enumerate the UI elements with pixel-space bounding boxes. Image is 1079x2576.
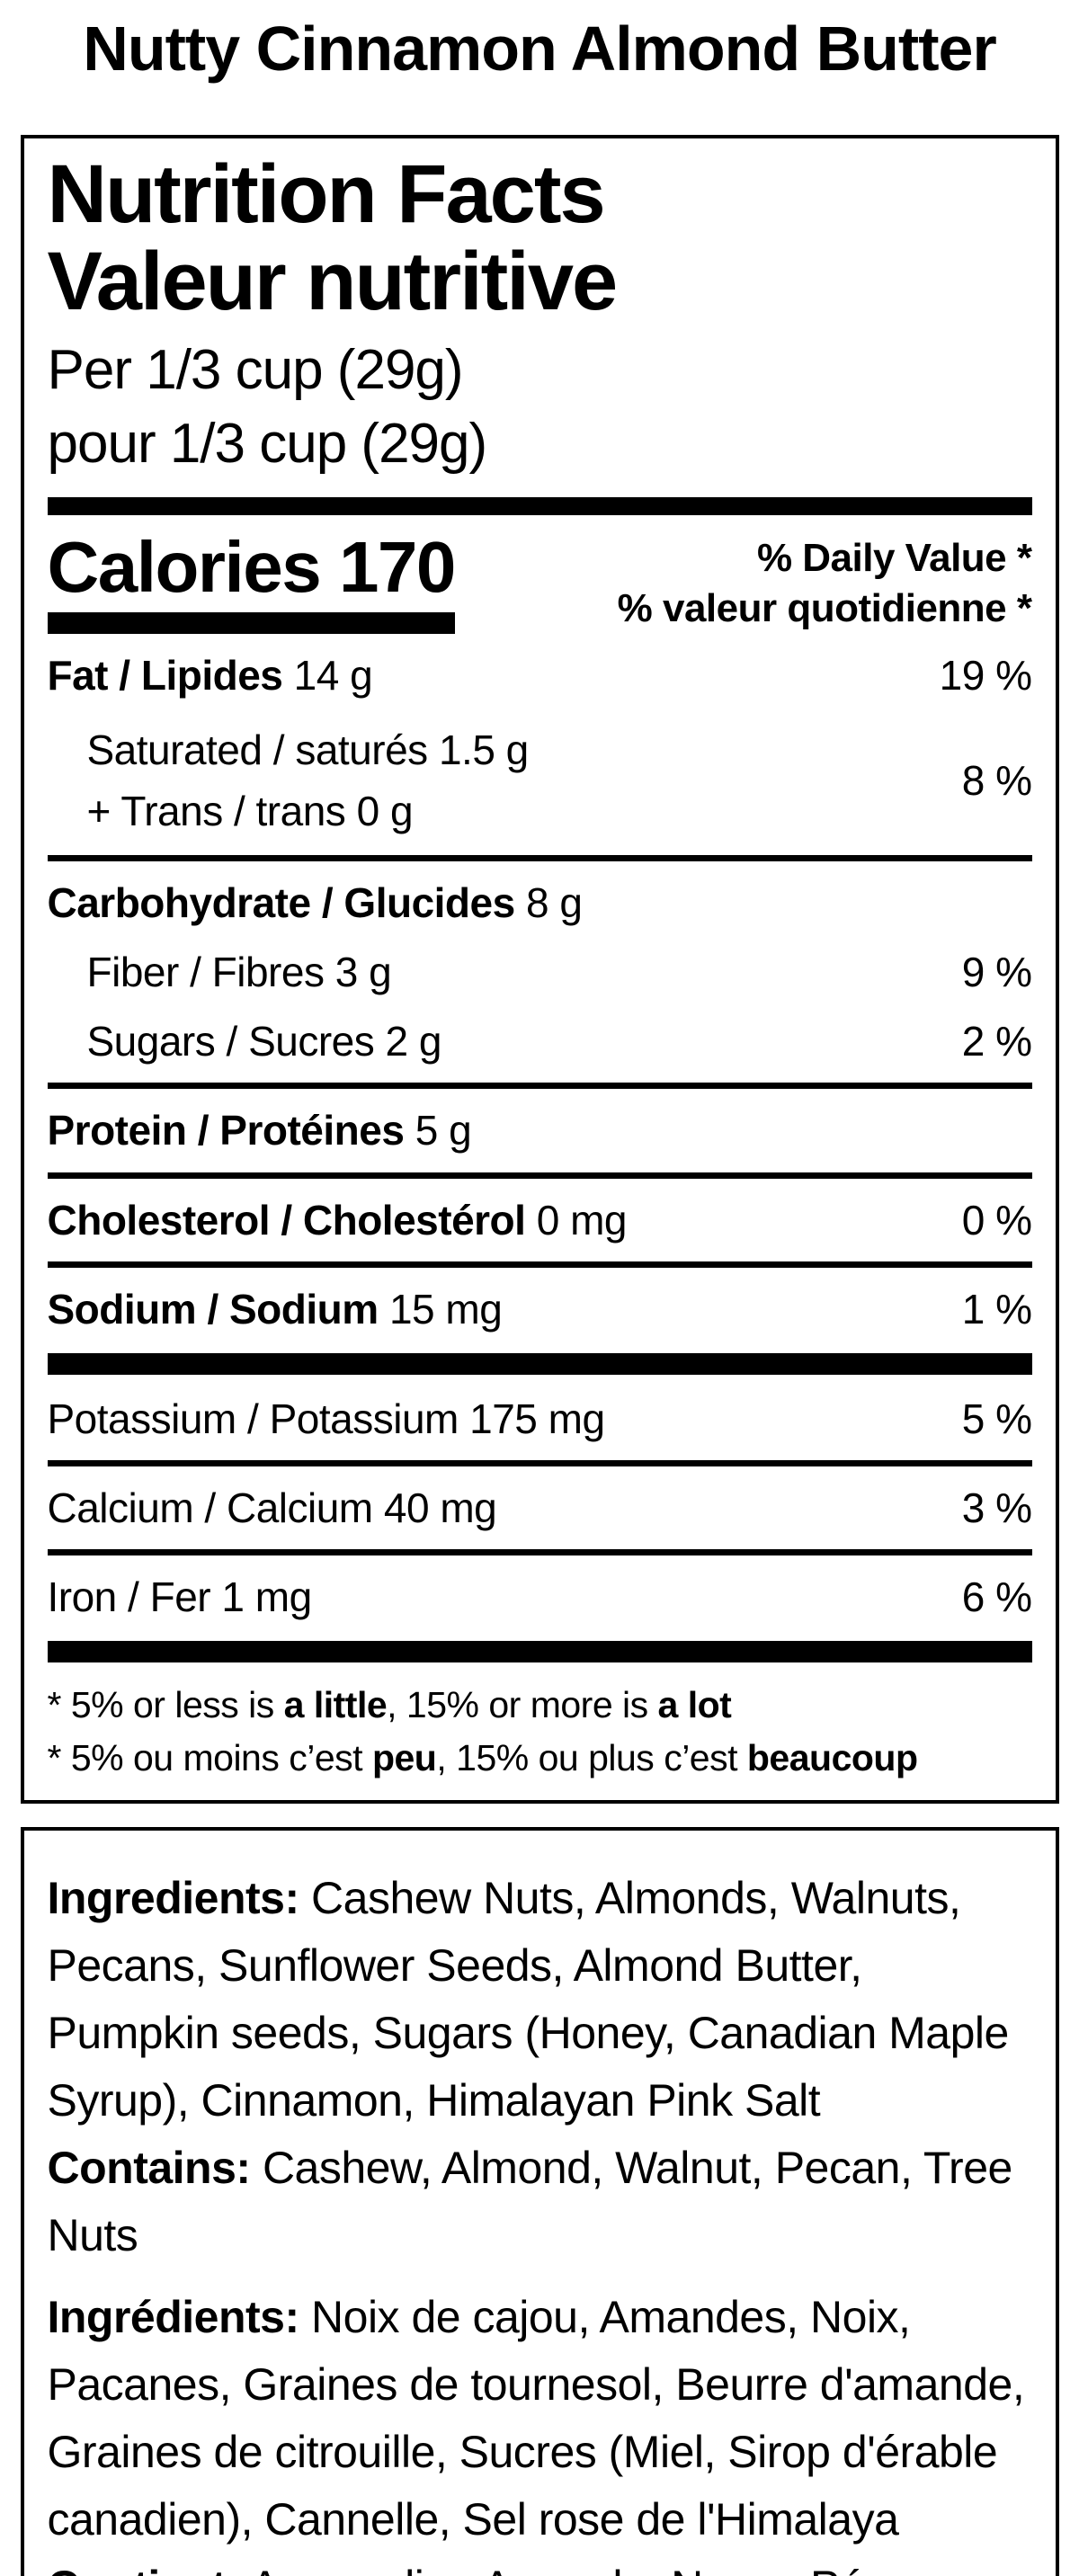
serving-size-en: Per 1/3 cup (29g) — [47, 339, 464, 402]
nutrient-dv: 1 % — [961, 1285, 1032, 1333]
nutrition-facts-title-en: Nutrition Facts — [47, 148, 606, 240]
nutrient-dv: 8 % — [961, 756, 1032, 804]
nutrient-label: Potassium / Potassium 175 mg — [47, 1395, 606, 1442]
nutrient-dv: 5 % — [961, 1395, 1032, 1442]
divider-thin — [47, 1261, 1032, 1268]
divider-thin — [47, 855, 1032, 862]
ingredients-en: Ingredients: Cashew Nuts, Almonds, Walnu… — [47, 1872, 1010, 2126]
calories-value: Calories 170 — [48, 530, 457, 603]
daily-value-header: % Daily Value * % valeur quotidienne * — [618, 531, 1032, 634]
nutrient-row-carbohydrate: Carbohydrate / Glucides 8 g — [48, 875, 1032, 931]
nutrient-label: Protein / Protéines 5 g — [47, 1107, 472, 1154]
divider-thin — [47, 1459, 1032, 1466]
nutrient-label: Fat / Lipides 14 g — [47, 651, 373, 699]
nutrient-row-trans: + Trans / trans 0 g — [86, 788, 414, 835]
calories-row: Calories 170 % Daily Value * % valeur qu… — [47, 530, 1032, 634]
contains-fr: Contient: Anacardier, Amande, Noyer, Péc… — [48, 2554, 1032, 2576]
contains-en: Contains: Cashew, Almond, Walnut, Pecan,… — [47, 2142, 1013, 2260]
nutrient-row-protein: Protein / Protéines 5 g — [48, 1102, 1032, 1158]
nutrient-row-iron: Iron / Fer 1 mg 6 % — [48, 1569, 1032, 1625]
divider-thin — [47, 1083, 1032, 1090]
nutrient-label: Sodium / Sodium 15 mg — [47, 1285, 503, 1333]
nutrient-row-potassium: Potassium / Potassium 175 mg 5 % — [48, 1391, 1032, 1447]
nutrient-dv: 9 % — [961, 949, 1032, 996]
calories-number: 170 — [338, 526, 456, 607]
nutrition-facts-title-fr: Valeur nutritive — [47, 235, 619, 327]
nutrient-dv: 2 % — [961, 1018, 1032, 1065]
nutrient-label: Calcium / Calcium 40 mg — [47, 1484, 497, 1531]
nutrient-row-calcium: Calcium / Calcium 40 mg 3 % — [48, 1480, 1032, 1536]
nutrient-dv: 0 % — [961, 1196, 1032, 1243]
nutrient-label: Fiber / Fibres 3 g — [86, 949, 392, 996]
nutrient-row-cholesterol: Cholesterol / Cholestérol 0 mg 0 % — [48, 1192, 1032, 1248]
nutrient-label: Saturated / saturés 1.5 g + Trans / tran… — [48, 717, 530, 844]
divider-thick — [47, 1640, 1032, 1662]
nutrient-label: Cholesterol / Cholestérol 0 mg — [47, 1196, 628, 1243]
nutrient-label: Iron / Fer 1 mg — [47, 1573, 313, 1620]
calories-block: Calories 170 — [47, 530, 457, 634]
nutrient-dv: 6 % — [961, 1573, 1032, 1620]
nutrition-label-page: Nutty Cinnamon Almond Butter Nutrition F… — [0, 13, 1079, 2576]
ingredients-panel: Ingredients: Cashew Nuts, Almonds, Walnu… — [20, 1826, 1059, 2576]
divider-thin — [47, 1172, 1032, 1179]
nutrient-row-sodium: Sodium / Sodium 15 mg 1 % — [48, 1281, 1032, 1337]
nutrient-row-saturated: Saturated / saturés 1.5 g — [86, 726, 530, 773]
nutrient-row-sugars: Sugars / Sucres 2 g 2 % — [48, 1013, 1032, 1069]
calories-label: Calories — [47, 526, 322, 607]
calories-underline-bar — [47, 611, 455, 634]
nutrient-row-fat: Fat / Lipides 14 g 19 % — [48, 647, 1032, 703]
footnotes: * 5% or less is a little, 15% or more is… — [48, 1679, 1032, 1786]
divider-thin — [47, 1548, 1032, 1555]
footnote-fr: * 5% ou moins c’est peu, 15% ou plus c’e… — [47, 1737, 919, 1779]
ingredients-fr: Ingrédients: Noix de cajou, Amandes, Noi… — [47, 2291, 1025, 2545]
nutrient-label: Carbohydrate / Glucides 8 g — [47, 879, 583, 927]
divider-thick — [47, 496, 1032, 515]
nutrient-label: Sugars / Sucres 2 g — [86, 1018, 442, 1065]
product-title: Nutty Cinnamon Almond Butter — [83, 13, 996, 84]
nutrition-facts-panel: Nutrition Facts Valeur nutritive Per 1/3… — [20, 135, 1059, 1804]
daily-value-header-en: % Daily Value * — [756, 535, 1032, 580]
footnote-en: * 5% or less is a little, 15% or more is… — [47, 1683, 732, 1725]
nutrient-row-fiber: Fiber / Fibres 3 g 9 % — [48, 944, 1032, 1000]
daily-value-header-fr: % valeur quotidienne * — [617, 585, 1032, 630]
serving-size-fr: pour 1/3 cup (29g) — [47, 413, 488, 476]
nutrient-dv: 19 % — [939, 651, 1032, 699]
nutrient-row-saturated-trans: Saturated / saturés 1.5 g + Trans / tran… — [48, 717, 1032, 844]
divider-thick — [47, 1352, 1032, 1375]
nutrient-dv: 3 % — [961, 1484, 1032, 1531]
